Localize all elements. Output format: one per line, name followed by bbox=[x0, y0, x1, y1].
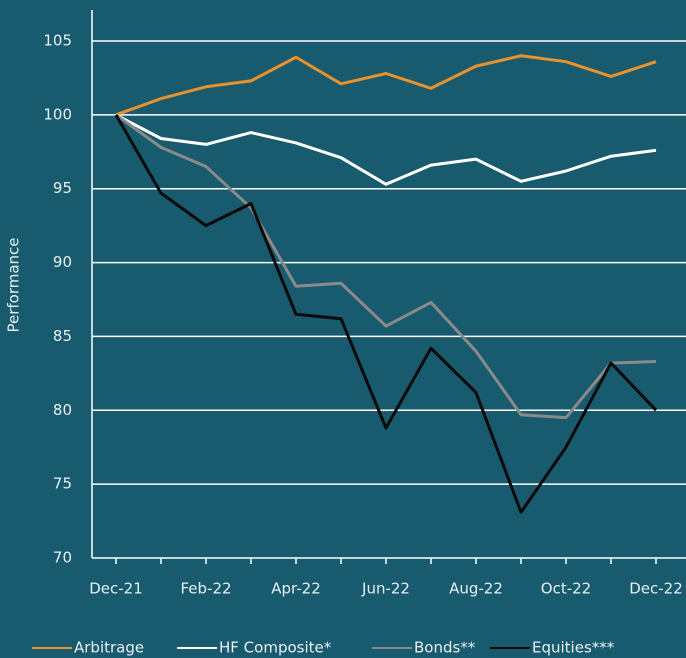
y-tick-label: 70 bbox=[53, 549, 72, 567]
x-tick-label: Dec-21 bbox=[89, 580, 143, 598]
legend-label: Arbitrage bbox=[74, 639, 144, 657]
x-tick-label: Dec-22 bbox=[629, 580, 683, 598]
x-tick-label: Jun-22 bbox=[361, 580, 410, 598]
series-line bbox=[115, 113, 657, 420]
y-tick-label: 75 bbox=[53, 475, 72, 493]
series-line bbox=[115, 54, 657, 117]
series-line bbox=[115, 113, 657, 186]
legend-label: Equities*** bbox=[532, 639, 615, 657]
x-tick-label: Feb-22 bbox=[180, 580, 231, 598]
series-line bbox=[114, 114, 658, 514]
x-tick-label: Oct-22 bbox=[541, 580, 591, 598]
x-tick-label: Aug-22 bbox=[449, 580, 503, 598]
y-tick-label: 100 bbox=[43, 105, 72, 123]
y-tick-label: 95 bbox=[53, 179, 72, 197]
y-tick-label: 105 bbox=[43, 32, 72, 50]
legend-label: HF Composite* bbox=[219, 639, 332, 657]
x-tick-label: Apr-22 bbox=[271, 580, 321, 598]
legend-label: Bonds** bbox=[414, 639, 476, 657]
y-tick-label: 90 bbox=[53, 253, 72, 271]
y-tick-label: 85 bbox=[53, 327, 72, 345]
y-tick-label: 80 bbox=[53, 401, 72, 419]
y-axis-label: Performance bbox=[5, 237, 23, 332]
